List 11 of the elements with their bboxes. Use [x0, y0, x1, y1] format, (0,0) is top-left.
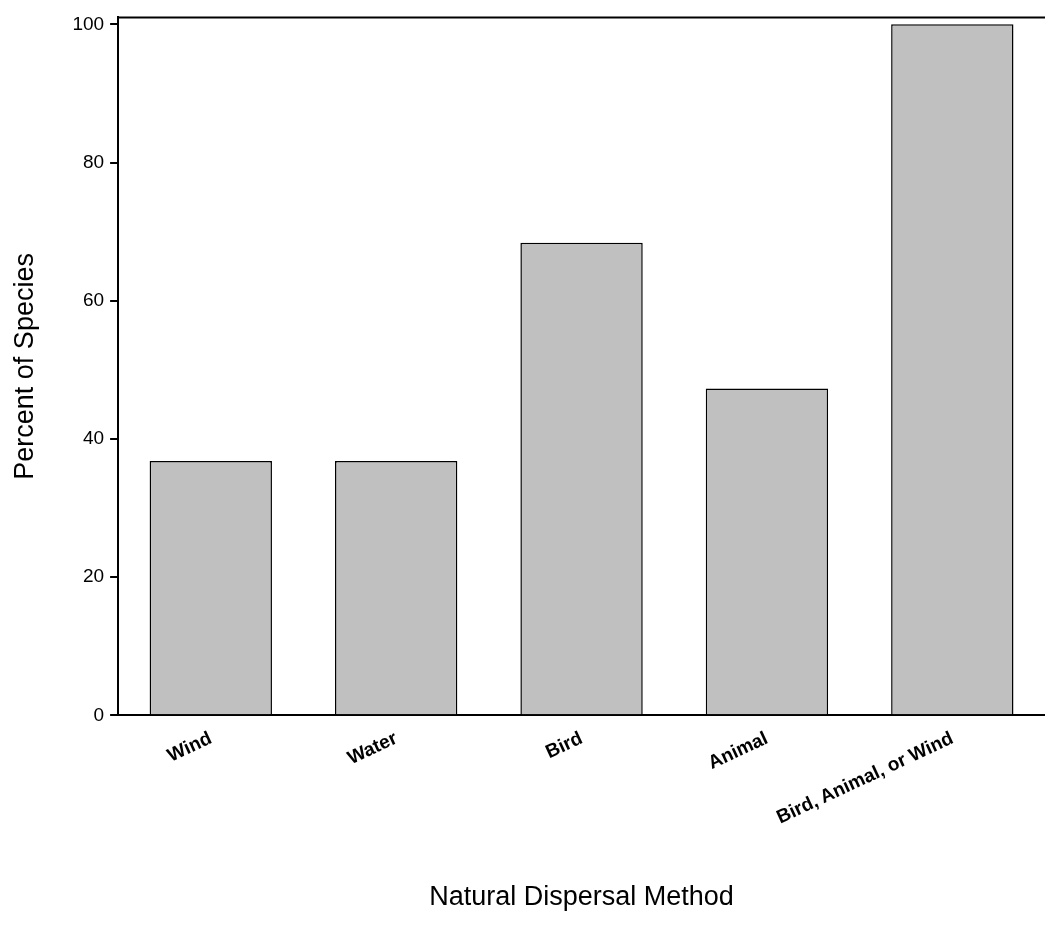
- y-axis-title: Percent of Species: [8, 253, 39, 480]
- x-tick-label: Wind: [163, 727, 215, 766]
- y-tick-label: 20: [82, 565, 105, 587]
- y-tick-label: 60: [82, 288, 105, 310]
- y-tick-label: 40: [82, 427, 105, 449]
- y-tick-label: 80: [82, 150, 105, 172]
- x-tick-label: Bird: [542, 727, 586, 763]
- y-tick-label: 0: [93, 703, 105, 725]
- x-axis-title: Natural Dispersal Method: [429, 881, 734, 912]
- x-tick-label: Water: [343, 726, 401, 769]
- y-tick-label: 100: [72, 12, 105, 34]
